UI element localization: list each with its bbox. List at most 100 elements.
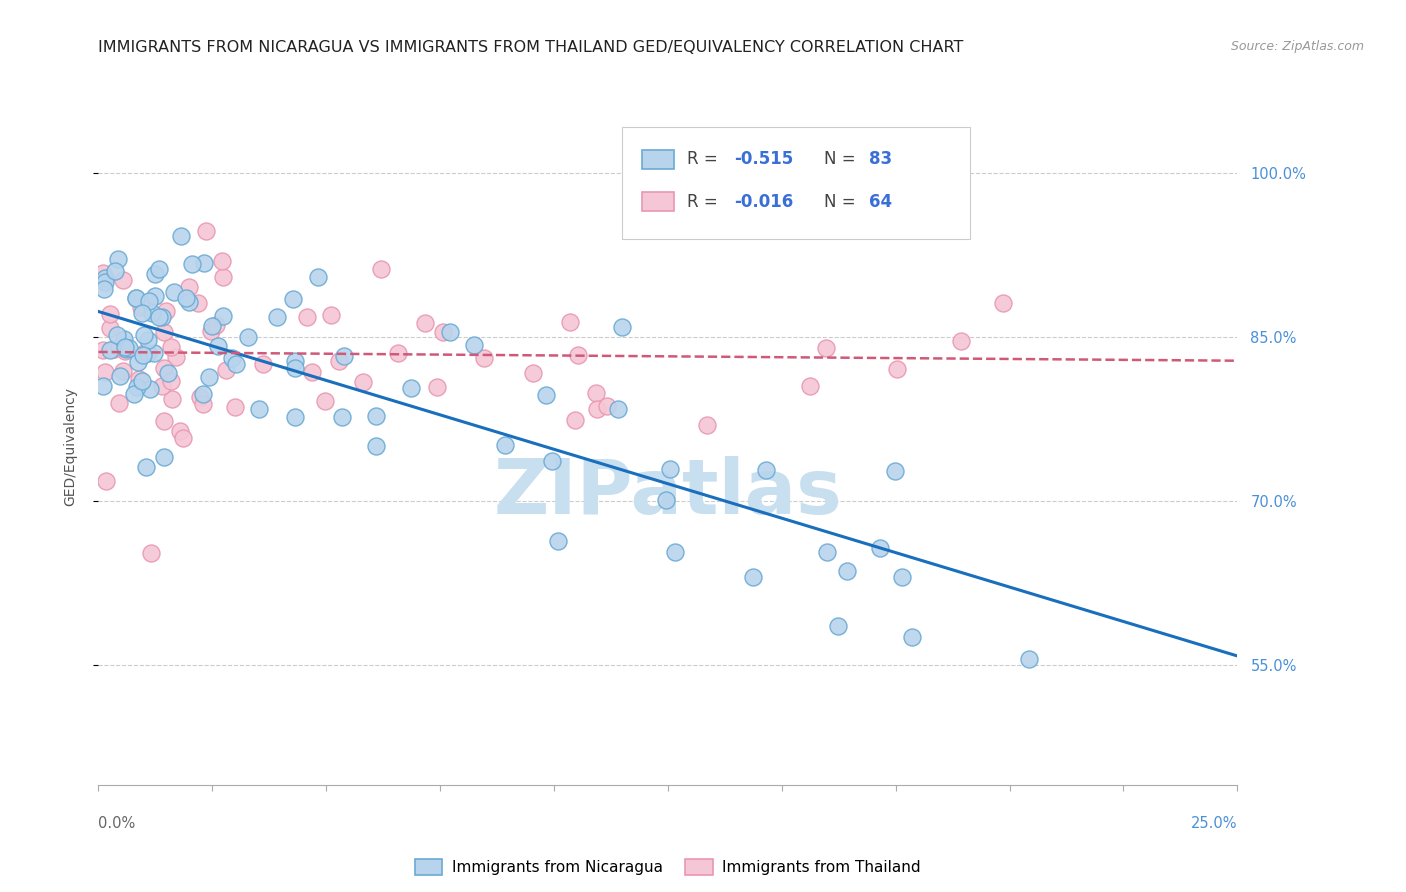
Point	[139, 546, 162, 560]
Point	[200, 324, 222, 338]
Point	[159, 374, 181, 388]
Point	[122, 387, 145, 401]
Point	[534, 388, 557, 402]
Point	[558, 315, 581, 329]
Point	[112, 273, 135, 287]
Point	[143, 288, 166, 302]
Point	[301, 365, 323, 379]
Point	[174, 291, 197, 305]
Point	[132, 327, 155, 342]
Point	[494, 438, 516, 452]
Point	[103, 342, 125, 356]
Point	[225, 357, 247, 371]
Point	[127, 355, 149, 369]
Point	[108, 396, 131, 410]
Point	[131, 300, 153, 314]
Point	[136, 334, 159, 348]
Point	[281, 292, 304, 306]
Point	[252, 357, 274, 371]
Point	[585, 386, 607, 401]
Point	[91, 343, 114, 357]
Point	[159, 340, 181, 354]
Point	[141, 306, 163, 320]
Text: R =: R =	[688, 193, 723, 211]
Text: 25.0%: 25.0%	[1191, 816, 1237, 831]
Point	[413, 316, 436, 330]
Point	[163, 285, 186, 300]
Point	[193, 256, 215, 270]
Point	[696, 417, 718, 432]
Point	[157, 367, 180, 381]
Point	[207, 339, 229, 353]
Point	[307, 270, 329, 285]
Point	[211, 309, 233, 323]
Text: ZIPatlas: ZIPatlas	[494, 457, 842, 531]
Point	[387, 345, 409, 359]
Point	[827, 619, 849, 633]
Point	[352, 375, 374, 389]
Point	[333, 349, 356, 363]
Point	[201, 319, 224, 334]
Point	[869, 541, 891, 555]
Point	[950, 334, 973, 348]
Point	[901, 630, 924, 644]
Point	[817, 545, 839, 559]
Point	[194, 224, 217, 238]
Point	[153, 360, 176, 375]
Point	[547, 534, 569, 549]
Text: 64: 64	[869, 193, 893, 211]
Text: -0.515: -0.515	[734, 150, 793, 169]
Text: 0.0%: 0.0%	[98, 816, 135, 831]
Point	[755, 463, 778, 477]
Point	[145, 267, 167, 281]
Point	[96, 474, 118, 488]
Point	[131, 306, 153, 320]
Point	[886, 361, 908, 376]
Point	[177, 295, 200, 310]
Point	[150, 378, 173, 392]
Text: IMMIGRANTS FROM NICARAGUA VS IMMIGRANTS FROM THAILAND GED/EQUIVALENCY CORRELATIO: IMMIGRANTS FROM NICARAGUA VS IMMIGRANTS …	[98, 40, 963, 55]
Text: -0.016: -0.016	[734, 193, 793, 211]
Point	[169, 424, 191, 438]
Point	[426, 379, 449, 393]
Point	[98, 343, 121, 358]
Point	[114, 340, 136, 354]
Point	[139, 382, 162, 396]
Point	[191, 387, 214, 401]
Point	[364, 439, 387, 453]
Point	[152, 450, 174, 464]
Point	[94, 365, 117, 379]
Point	[131, 374, 153, 388]
FancyBboxPatch shape	[641, 150, 673, 169]
Point	[142, 345, 165, 359]
Y-axis label: GED/Equivalency: GED/Equivalency	[63, 386, 77, 506]
Point	[659, 462, 682, 476]
Point	[153, 414, 176, 428]
Point	[595, 399, 617, 413]
Point	[212, 270, 235, 285]
Point	[266, 310, 288, 324]
Text: 83: 83	[869, 150, 893, 169]
Point	[125, 291, 148, 305]
Point	[91, 378, 114, 392]
Point	[136, 346, 159, 360]
Point	[112, 364, 135, 378]
Point	[439, 326, 461, 340]
Text: N =: N =	[824, 193, 860, 211]
Point	[224, 401, 246, 415]
Point	[98, 321, 121, 335]
Point	[187, 295, 209, 310]
Point	[247, 402, 270, 417]
Point	[370, 262, 392, 277]
Point	[105, 328, 128, 343]
Point	[170, 229, 193, 244]
Point	[890, 570, 912, 584]
Point	[401, 381, 423, 395]
Text: R =: R =	[688, 150, 723, 169]
Point	[742, 570, 765, 584]
Point	[883, 464, 905, 478]
Point	[586, 402, 609, 417]
Point	[191, 397, 214, 411]
Point	[284, 360, 307, 375]
Point	[128, 372, 150, 386]
